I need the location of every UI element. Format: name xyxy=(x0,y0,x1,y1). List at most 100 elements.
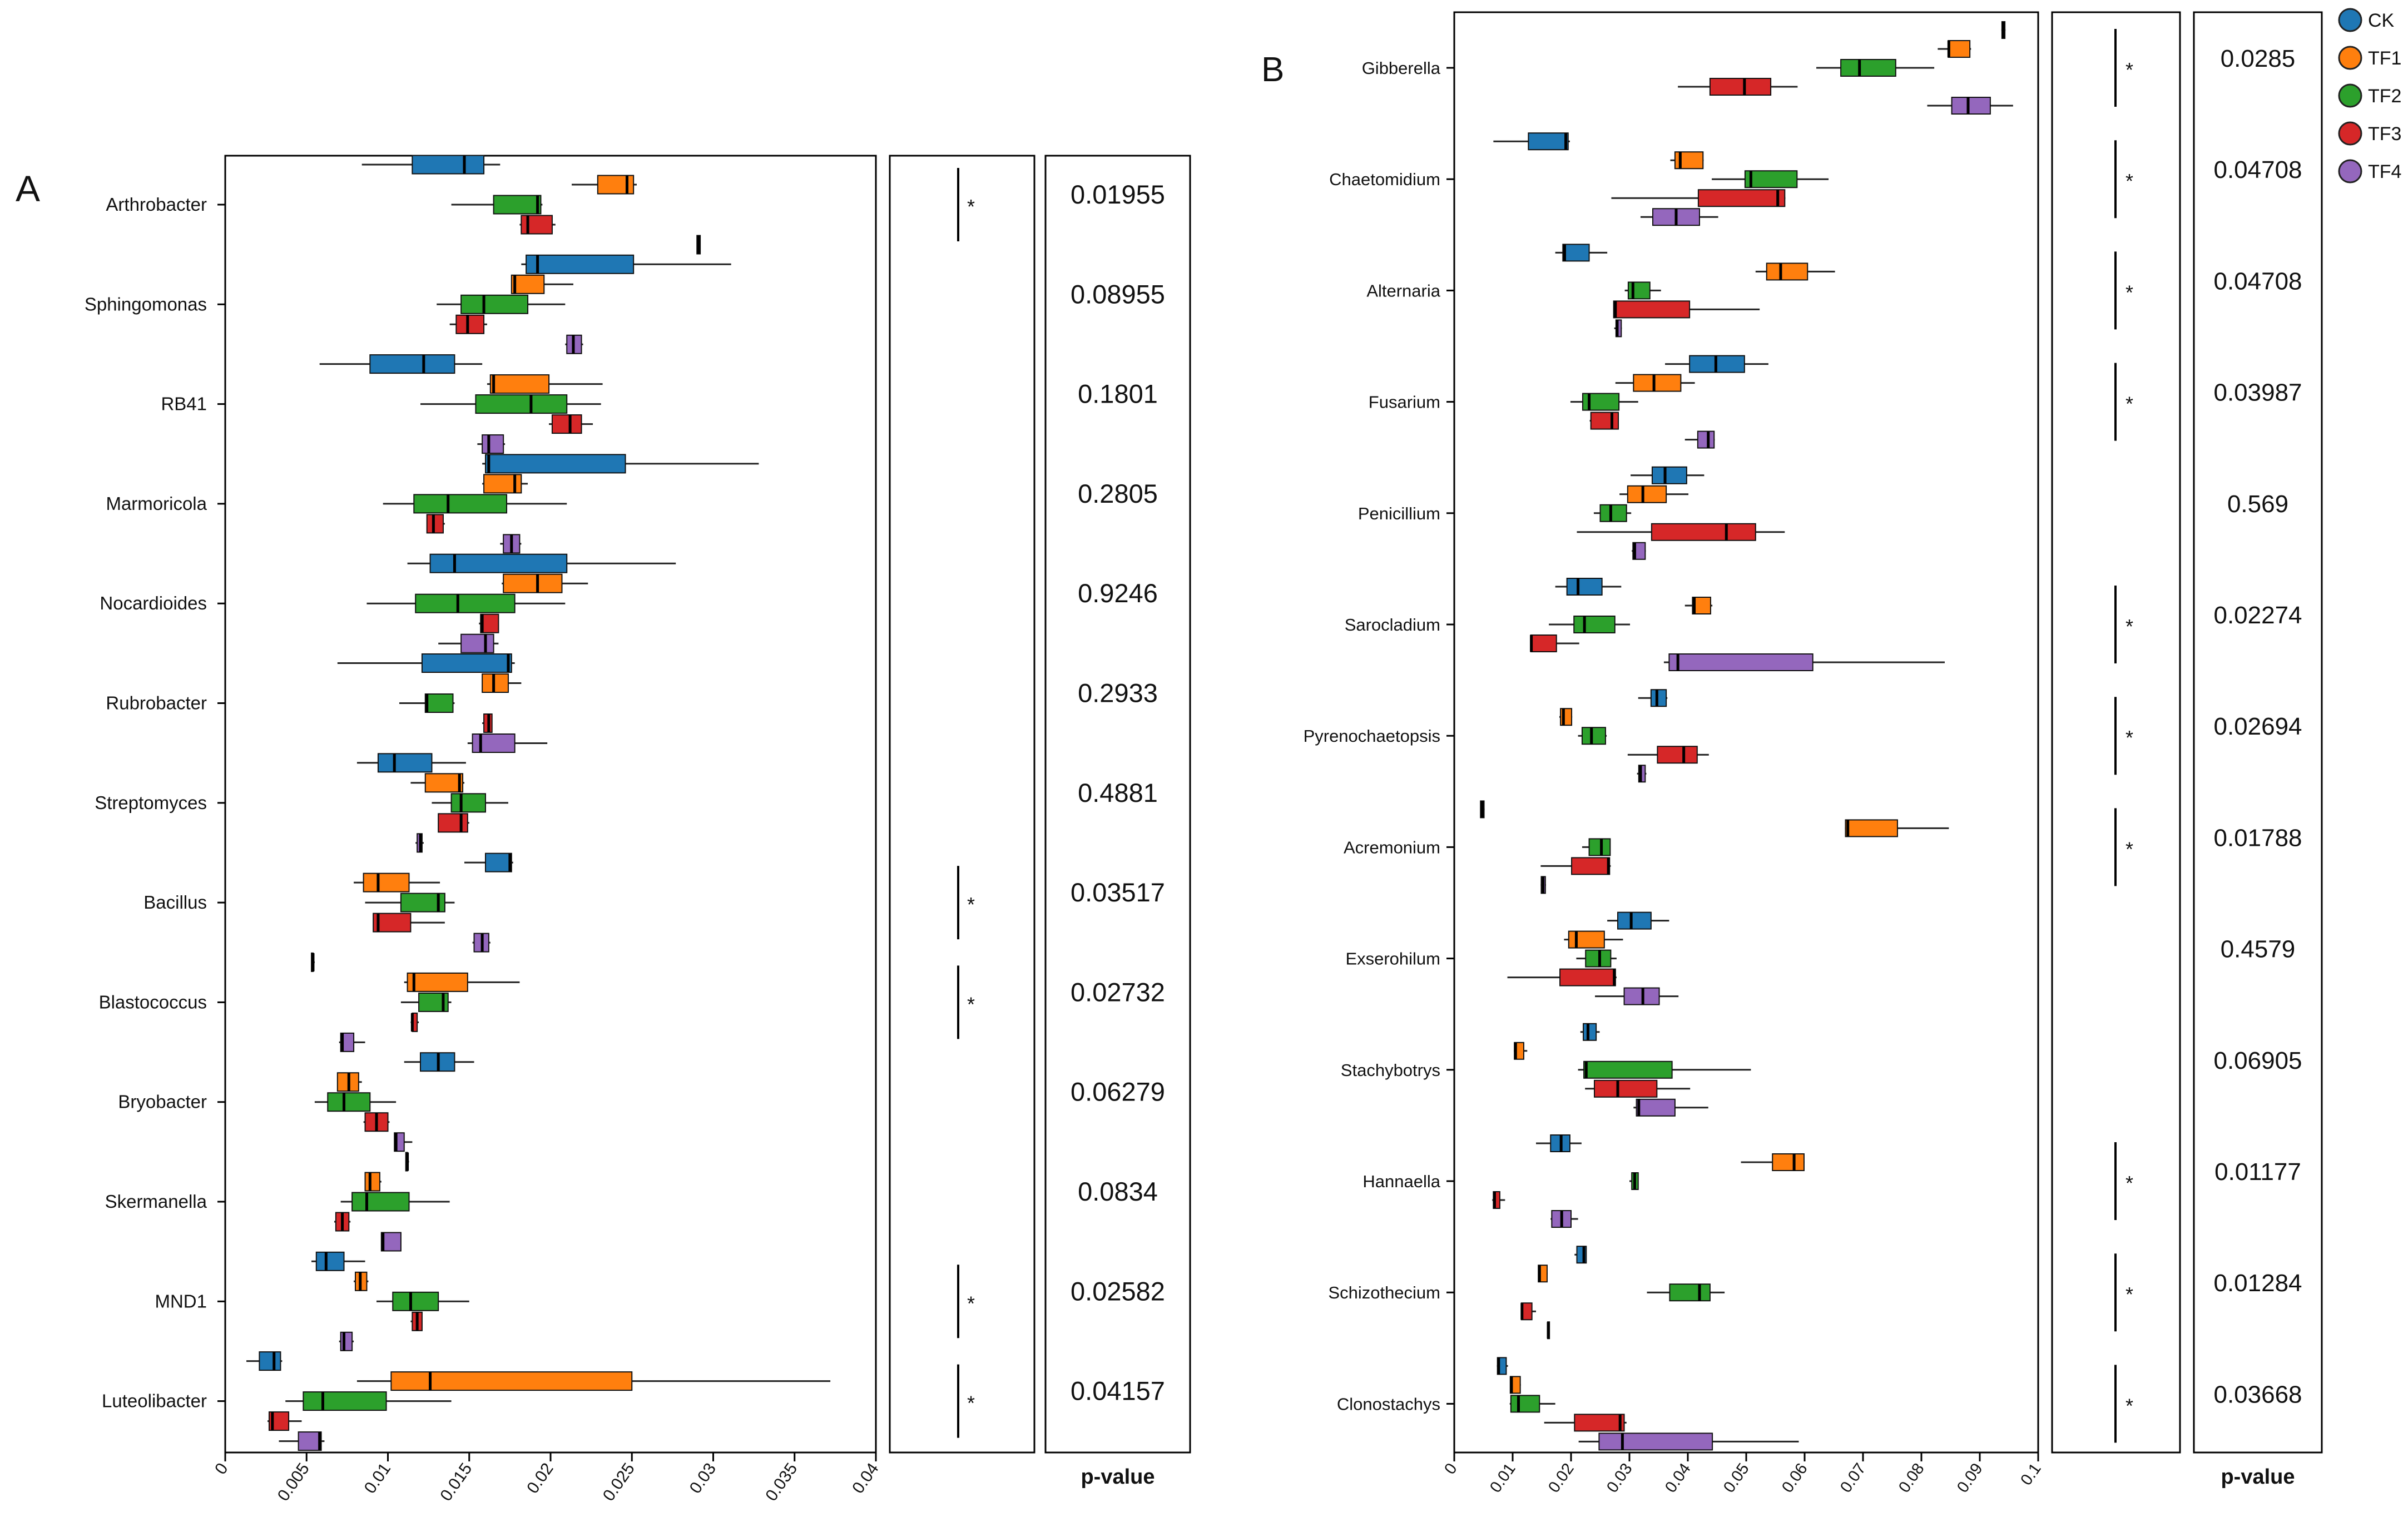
box-rubrobacter-tf1 xyxy=(482,673,509,693)
box-blastococcus-tf4 xyxy=(340,1032,355,1052)
p-value-hannaella: 0.01177 xyxy=(2214,1158,2301,1186)
box-sarocladium-tf2 xyxy=(1573,616,1616,633)
taxon-label-pyrenochaetopsis: Pyrenochaetopsis xyxy=(1304,726,1440,746)
box-sphingomonas-tf3 xyxy=(455,314,485,334)
p-value-skermanella: 0.0834 xyxy=(1078,1177,1158,1206)
p-value-pyrenochaetopsis: 0.02694 xyxy=(2213,713,2302,740)
legend-label-ck: CK xyxy=(2368,10,2395,31)
p-value-bacillus: 0.03517 xyxy=(1071,878,1165,907)
box-marmoricola-tf2 xyxy=(413,494,508,514)
panel-a-x-tick-label: 0.025 xyxy=(599,1460,638,1504)
significance-star-bacillus: * xyxy=(967,893,975,916)
box-sarocladium-ck xyxy=(1566,578,1603,596)
legend-label-tf1: TF1 xyxy=(2368,48,2401,69)
box-sphingomonas-tf1 xyxy=(511,274,545,294)
box-nocardioides-ck xyxy=(429,553,568,573)
panel-a-x-tick-label: 0.015 xyxy=(437,1460,475,1504)
box-rb41-tf1 xyxy=(489,374,550,394)
box-luteolibacter-tf4 xyxy=(298,1431,322,1451)
significance-star-mnd1: * xyxy=(967,1292,975,1315)
panel-a-x-tick-label: 0.04 xyxy=(849,1460,883,1497)
box-marmoricola-ck xyxy=(485,454,626,474)
box-rubrobacter-tf2 xyxy=(424,693,454,713)
box-marmoricola-tf3 xyxy=(426,514,444,534)
box-fusarium-tf4 xyxy=(1697,430,1715,449)
taxon-label-sphingomonas: Sphingomonas xyxy=(85,294,207,314)
box-nocardioides-tf1 xyxy=(503,573,563,593)
box-acremonium-tf1 xyxy=(1845,819,1898,837)
panel-b-pvalue-header: p-value xyxy=(2221,1465,2295,1489)
box-rubrobacter-tf4 xyxy=(472,733,516,753)
legend-label-tf2: TF2 xyxy=(2368,86,2401,107)
box-stachybotrys-tf4 xyxy=(1636,1098,1676,1117)
panel-a-x-tick-label: 0.02 xyxy=(523,1460,557,1497)
taxon-label-fusarium: Fusarium xyxy=(1369,393,1440,412)
box-exserohilum-ck xyxy=(1617,911,1652,930)
p-value-alternaria: 0.04708 xyxy=(2213,267,2302,295)
taxon-label-hannaella: Hannaella xyxy=(1362,1172,1440,1191)
panel-b-x-tick-label: 0.03 xyxy=(1603,1460,1636,1496)
box-skermanella-tf2 xyxy=(351,1192,410,1212)
taxon-label-chaetomidium: Chaetomidium xyxy=(1329,170,1440,189)
p-value-bryobacter: 0.06279 xyxy=(1071,1077,1165,1107)
p-value-acremonium: 0.01788 xyxy=(2213,824,2302,851)
box-luteolibacter-tf1 xyxy=(390,1371,633,1391)
taxon-label-schizothecium: Schizothecium xyxy=(1328,1283,1440,1302)
panel-a-x-tick-label: 0 xyxy=(211,1460,232,1478)
box-stachybotrys-ck xyxy=(1583,1023,1597,1041)
panel-b-x-tick-label: 0.1 xyxy=(2017,1460,2044,1489)
box-skermanella-tf4 xyxy=(380,1232,402,1252)
panel-b-x-tick-label: 0.02 xyxy=(1545,1460,1578,1496)
panel-b-x-tick-label: 0.05 xyxy=(1720,1460,1753,1496)
box-rb41-tf4 xyxy=(482,434,504,454)
box-luteolibacter-ck xyxy=(259,1351,281,1371)
significance-star-chaetomidium: * xyxy=(2125,170,2133,192)
taxon-label-luteolibacter: Luteolibacter xyxy=(102,1391,207,1411)
p-value-rubrobacter: 0.2933 xyxy=(1078,678,1158,708)
taxon-label-bryobacter: Bryobacter xyxy=(118,1092,207,1112)
box-hannaella-tf1 xyxy=(1772,1153,1805,1171)
box-acremonium-tf2 xyxy=(1588,838,1611,856)
significance-star-clonostachys: * xyxy=(2125,1394,2133,1417)
p-value-blastococcus: 0.02732 xyxy=(1071,977,1165,1007)
p-value-streptomyces: 0.4881 xyxy=(1078,778,1158,807)
panel-a-pvalue-header: p-value xyxy=(1081,1465,1155,1489)
box-penicillium-tf3 xyxy=(1651,523,1756,541)
panel-b-significance-frame xyxy=(2051,11,2181,1454)
box-mnd1-tf4 xyxy=(340,1331,353,1351)
box-skermanella-tf1 xyxy=(364,1172,380,1192)
taxon-label-skermanella: Skermanella xyxy=(105,1191,207,1212)
box-rb41-tf3 xyxy=(551,414,582,434)
p-value-chaetomidium: 0.04708 xyxy=(2213,156,2302,184)
significance-star-acremonium: * xyxy=(2125,837,2133,860)
taxon-label-mnd1: MND1 xyxy=(155,1291,207,1311)
legend-swatch-tf3 xyxy=(2338,121,2362,146)
box-chaetomidium-tf3 xyxy=(1697,189,1786,207)
p-value-stachybotrys: 0.06905 xyxy=(2213,1047,2302,1074)
panel-b-x-tick-label: 0.09 xyxy=(1954,1460,1986,1496)
box-streptomyces-ck xyxy=(377,753,433,773)
box-exserohilum-tf2 xyxy=(1585,949,1612,968)
box-stachybotrys-tf3 xyxy=(1594,1079,1658,1098)
box-penicillium-tf1 xyxy=(1627,485,1667,503)
taxon-label-arthrobacter: Arthrobacter xyxy=(106,194,207,215)
panel-b-x-tick-label: 0.08 xyxy=(1895,1460,1928,1496)
significance-star-schizothecium: * xyxy=(2125,1283,2133,1306)
panel-a-x-tick-label: 0.005 xyxy=(274,1460,313,1504)
p-value-penicillium: 0.569 xyxy=(2227,490,2288,518)
taxon-label-stachybotrys: Stachybotrys xyxy=(1341,1060,1440,1080)
box-clonostachys-tf4 xyxy=(1598,1432,1713,1451)
legend-swatch-ck xyxy=(2338,8,2362,32)
box-fusarium-tf1 xyxy=(1633,374,1682,392)
box-streptomyces-tf2 xyxy=(450,793,487,813)
taxon-label-sarocladium: Sarocladium xyxy=(1345,615,1440,634)
taxon-label-rb41: RB41 xyxy=(161,394,207,414)
box-gibberella-tf3 xyxy=(1709,78,1772,96)
box-alternaria-tf3 xyxy=(1613,300,1691,319)
box-sarocladium-tf3 xyxy=(1530,634,1557,652)
panel-a-x-tick-label: 0.035 xyxy=(762,1460,801,1504)
significance-star-blastococcus: * xyxy=(967,993,975,1015)
legend-swatch-tf4 xyxy=(2338,159,2362,184)
box-exserohilum-tf1 xyxy=(1568,930,1605,949)
